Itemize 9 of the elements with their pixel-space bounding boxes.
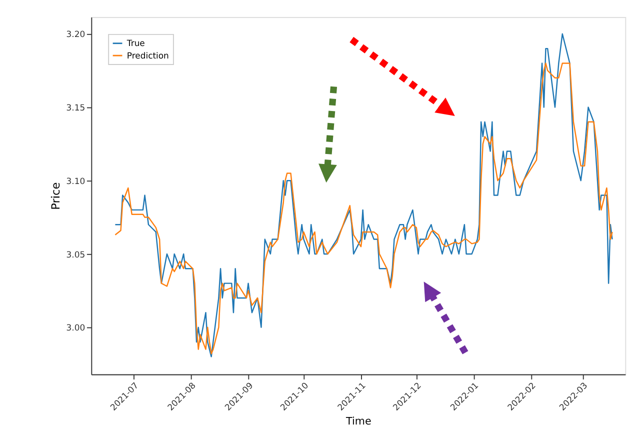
y-tick-label: 3.10 [66,176,86,186]
y-axis-title: Price [50,182,63,210]
y-tick-label: 3.00 [66,322,86,333]
legend-label: Prediction [126,50,169,60]
y-tick-label: 3.05 [66,249,86,260]
y-tick-label: 3.20 [66,29,86,40]
x-axis-title: Time [345,416,372,428]
legend-label: True [126,38,145,48]
y-tick-label: 3.15 [66,102,86,113]
